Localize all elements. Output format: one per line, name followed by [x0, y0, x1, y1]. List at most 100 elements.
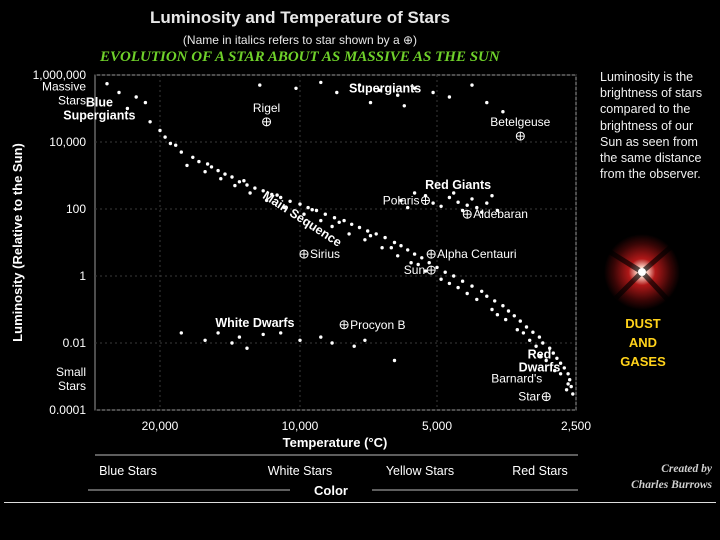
y-tick-label: 10,000 — [49, 135, 86, 149]
star-point — [568, 378, 572, 382]
star-point — [310, 208, 314, 212]
star-point — [553, 368, 557, 373]
star-point — [506, 309, 511, 313]
star-point — [298, 202, 302, 206]
star-point — [319, 335, 323, 339]
chart-title: Luminosity and Temperature of Stars — [149, 8, 451, 27]
star-point — [470, 197, 474, 201]
star-point — [412, 86, 417, 90]
named-star-label: Polaris — [383, 193, 420, 207]
star-point — [319, 218, 323, 223]
named-star-label: Sirius — [310, 247, 340, 261]
star-point — [439, 204, 443, 208]
star-point — [501, 110, 505, 114]
star-point — [392, 240, 397, 245]
star-point — [363, 338, 367, 342]
y-extra-label: Small — [56, 365, 86, 379]
star-point — [245, 183, 249, 187]
star-point — [357, 83, 362, 87]
star-point — [566, 382, 570, 386]
star-point — [460, 208, 465, 213]
y-extra-label: Stars — [58, 94, 86, 108]
star-point — [363, 238, 367, 242]
star-point — [406, 248, 410, 252]
star-point — [264, 198, 269, 203]
star-point — [399, 198, 403, 203]
star-point — [347, 232, 351, 236]
star-point — [485, 100, 489, 105]
star-point — [571, 392, 575, 396]
star-point — [279, 195, 283, 200]
star-point — [558, 372, 563, 376]
star-point — [465, 203, 469, 207]
star-point — [261, 189, 265, 193]
star-point — [282, 205, 287, 210]
star-point — [396, 93, 400, 97]
star-point — [427, 261, 431, 265]
star-point — [383, 235, 387, 240]
star-point — [179, 331, 183, 335]
region-label: White Dwarfs — [215, 316, 294, 330]
star-point — [493, 299, 497, 303]
x-tick-label: 2,500 — [561, 419, 591, 433]
star-point — [158, 128, 162, 133]
star-point — [558, 361, 563, 365]
star-point — [330, 224, 334, 229]
star-point — [380, 246, 384, 250]
star-point — [562, 366, 566, 370]
star-point — [237, 335, 242, 339]
star-point — [270, 192, 274, 197]
star-point — [230, 341, 234, 345]
star-point — [452, 274, 456, 278]
credit-line-2: Charles Burrows — [631, 479, 712, 491]
color-band-label: Red Stars — [512, 464, 568, 478]
star-point — [216, 331, 220, 335]
star-point — [242, 179, 246, 183]
star-point — [377, 88, 381, 92]
region-label: Dwarfs — [519, 361, 561, 375]
star-point — [209, 165, 214, 169]
star-point — [219, 177, 223, 181]
star-point — [330, 341, 334, 345]
color-band-label: Blue Stars — [99, 464, 157, 478]
color-band-label: White Stars — [268, 464, 333, 478]
color-axis-title: Color — [314, 483, 348, 498]
star-point — [485, 201, 489, 205]
y-tick-label: 1 — [79, 269, 86, 283]
star-point — [294, 86, 298, 90]
y-extra-label: Massive — [42, 80, 86, 94]
author-credit: Created by Charles Burrows — [600, 461, 712, 493]
star-point — [534, 344, 538, 348]
star-point — [203, 170, 207, 174]
named-star-label: Procyon B — [350, 318, 405, 332]
x-tick-label: 10,000 — [282, 419, 319, 433]
star-point — [134, 95, 138, 99]
star-point — [374, 232, 378, 236]
gases-word: GASES — [620, 354, 666, 369]
star-point — [495, 313, 500, 317]
star-point — [396, 254, 400, 258]
star-point — [447, 281, 452, 286]
star-point — [431, 201, 435, 205]
star-point — [392, 358, 397, 363]
star-point — [223, 172, 227, 176]
star-point — [501, 304, 505, 308]
y-tick-label: 0.0001 — [49, 403, 86, 417]
star-point — [185, 163, 189, 168]
star-point — [288, 199, 292, 203]
star-point — [168, 141, 173, 146]
hr-diagram: 1,000,000 10,000 100 1 0.01 0.0001 20,000 10,00… — [10, 68, 591, 498]
star-point — [420, 256, 424, 260]
star-point — [105, 82, 109, 86]
star-point — [456, 285, 460, 290]
star-point — [298, 338, 302, 342]
x-tick-label: 20,000 — [142, 419, 179, 433]
star-point — [261, 332, 265, 337]
star-point — [117, 90, 121, 95]
star-point — [423, 269, 428, 273]
star-point — [205, 162, 210, 166]
star-point — [148, 120, 152, 124]
star-point — [541, 341, 545, 345]
star-point — [460, 279, 465, 283]
x-axis-title: Temperature (°C) — [283, 435, 388, 450]
